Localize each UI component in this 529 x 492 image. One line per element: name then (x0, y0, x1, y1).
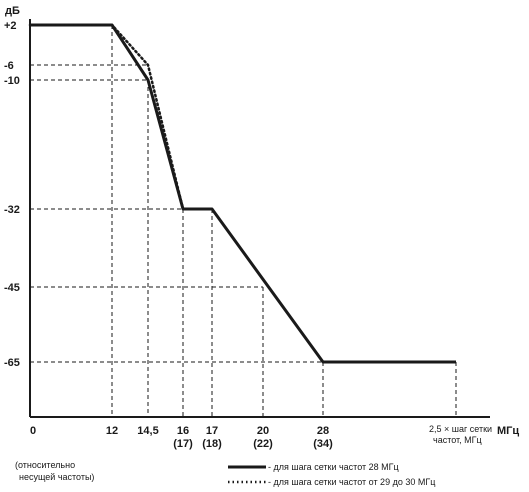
axes (29, 19, 490, 418)
x-tick-label: 17 (206, 425, 218, 437)
tick-labels: +2 -6 -10 -32 -45 -65 12 14,5 16(17) 17(18) 20(22)… (4, 20, 333, 450)
x-tick-label: 12 (106, 425, 118, 437)
series-lines (28, 23, 456, 364)
x-tick-label: 28 (317, 425, 329, 437)
origin-label: 0 (30, 425, 36, 437)
legend-solid-label: - для шага сетки частот 28 МГц (268, 462, 399, 472)
x-tick-label: 20 (257, 425, 269, 437)
y-tick-label: -32 (4, 204, 20, 216)
y-tick-label: -45 (4, 282, 20, 294)
footnote-line2: несущей частоты) (19, 472, 94, 482)
y-tick-label: -10 (4, 75, 20, 87)
x-tick-label: 16 (177, 425, 189, 437)
x-tick-alt-label: (22) (253, 438, 273, 450)
series-dotted-line (28, 23, 185, 211)
x-tick-alt-label: (34) (313, 438, 333, 450)
legend-dotted-label: - для шага сетки частот от 29 до 30 МГц (268, 477, 435, 487)
x-unit-suffix: МГц (497, 425, 519, 437)
y-unit-label: дБ (5, 5, 20, 17)
series-solid-line (30, 23, 456, 364)
y-tick-label: +2 (4, 20, 17, 32)
x-tick-alt-label: (17) (173, 438, 193, 450)
y-tick-label: -65 (4, 357, 20, 369)
x-unit-label-line2: частот, МГц (433, 435, 482, 445)
x-tick-alt-label: (18) (202, 438, 222, 450)
guide-lines (30, 25, 457, 417)
x-tick-label: 14,5 (137, 425, 158, 437)
x-unit-label-line1: 2,5 × шаг сетки (429, 424, 492, 434)
y-tick-label: -6 (4, 60, 14, 72)
legend: - для шага сетки частот 28 МГц - для шаг… (228, 462, 435, 487)
footnote-line1: (относительно (15, 460, 75, 470)
